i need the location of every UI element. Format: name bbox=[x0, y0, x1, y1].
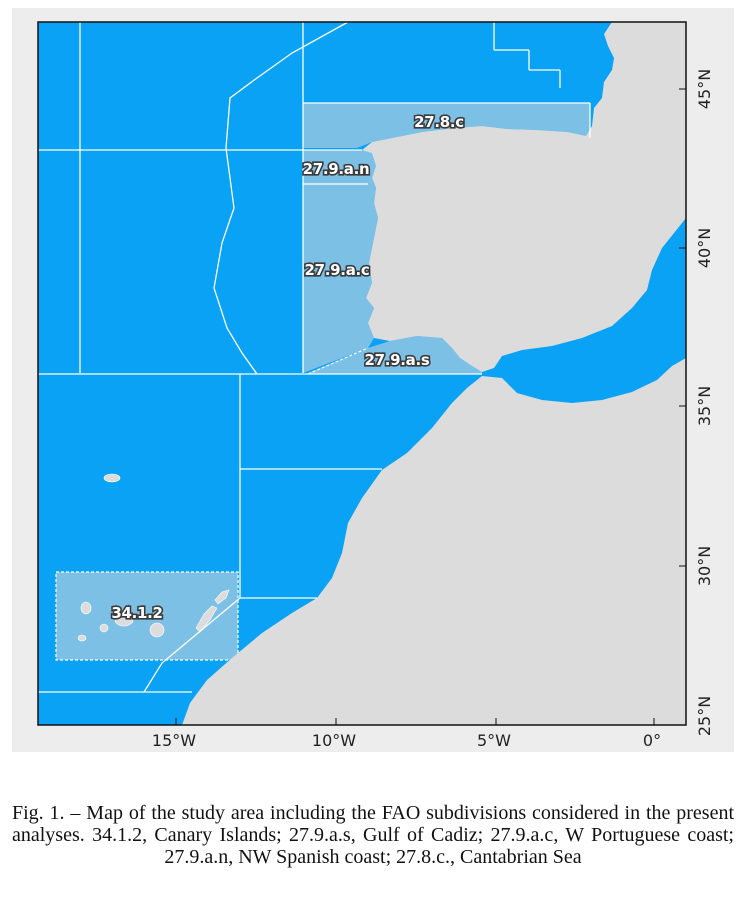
figure-caption: Fig. 1. – Map of the study area includin… bbox=[12, 802, 734, 868]
lat-label-45n: 45°N bbox=[695, 69, 714, 109]
lat-label-25n: 25°N bbox=[695, 696, 714, 736]
lon-label-10w: 10°W bbox=[312, 731, 356, 750]
land-africa bbox=[182, 358, 686, 725]
island-madeira bbox=[103, 473, 121, 483]
dashed-area-borders bbox=[55, 347, 369, 661]
lat-label-40n: 40°N bbox=[695, 228, 714, 268]
area-label-27-9-a-n: 27.9.a.n bbox=[303, 160, 370, 178]
area-27-8-c bbox=[303, 103, 590, 148]
island-lanzarote bbox=[214, 589, 230, 605]
island-la-palma bbox=[80, 601, 92, 615]
lon-label-0: 0° bbox=[643, 731, 661, 750]
island-la-gomera bbox=[99, 623, 109, 633]
area-label-27-9-a-c: 27.9.a.c bbox=[304, 261, 369, 279]
study-area-shading bbox=[56, 103, 590, 660]
map-svg: 15°W 10°W 5°W 0° 45°N 40°N 35°N 30°N 25°… bbox=[12, 8, 734, 752]
area-label-27-8-c: 27.8.c bbox=[414, 113, 464, 131]
area-27-9-a-c bbox=[303, 218, 378, 373]
island-tenerife bbox=[114, 613, 134, 627]
map-frame bbox=[37, 21, 687, 726]
area-label-34-1-2: 34.1.2 bbox=[111, 604, 162, 622]
island-el-hierro bbox=[77, 634, 87, 642]
land-masses bbox=[182, 22, 686, 725]
island-gran-canaria bbox=[149, 622, 165, 638]
lat-label-35n: 35°N bbox=[695, 386, 714, 426]
area-27-9-a-s bbox=[308, 336, 482, 374]
fao-boundaries bbox=[38, 21, 591, 693]
area-label-27-9-a-s: 27.9.a.s bbox=[364, 351, 429, 369]
axis-ticks bbox=[175, 88, 686, 726]
map-figure: 15°W 10°W 5°W 0° 45°N 40°N 35°N 30°N 25°… bbox=[12, 8, 734, 752]
islands bbox=[77, 473, 230, 642]
lon-label-15w: 15°W bbox=[152, 731, 196, 750]
lon-label-5w: 5°W bbox=[477, 731, 511, 750]
land-europe bbox=[362, 22, 686, 372]
lat-label-30n: 30°N bbox=[695, 546, 714, 586]
